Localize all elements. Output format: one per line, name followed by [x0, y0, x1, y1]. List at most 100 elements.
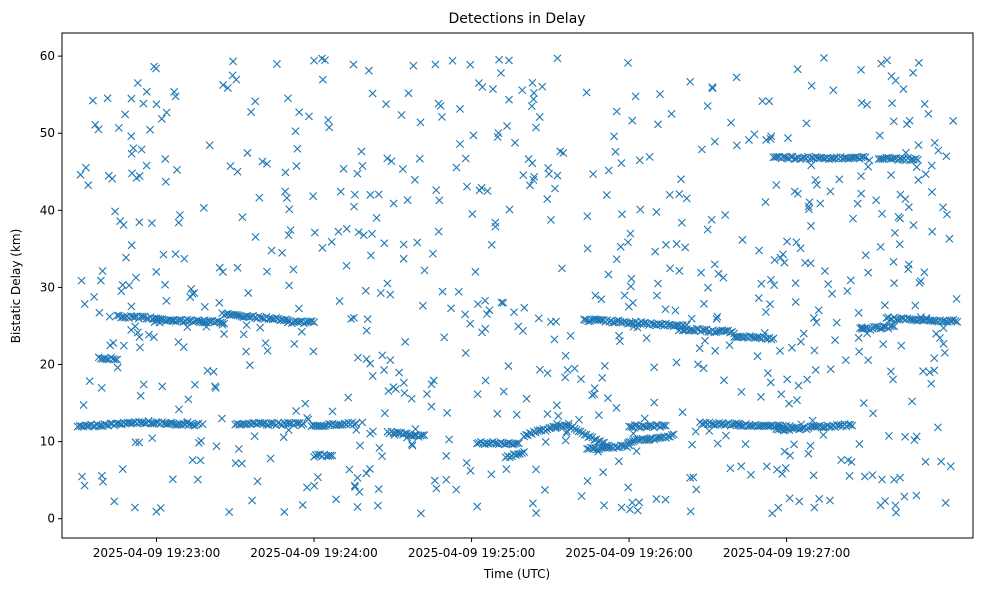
point-1341 [901, 148, 910, 157]
point-1292 [318, 243, 327, 252]
point-1231 [309, 347, 318, 356]
point-179 [505, 453, 514, 462]
point-978 [220, 319, 229, 328]
point-931 [278, 248, 287, 257]
point-774 [365, 464, 374, 473]
point-1453 [617, 503, 626, 512]
point-1216 [650, 363, 659, 372]
point-1295 [905, 116, 914, 125]
point-767 [849, 214, 858, 223]
point-1324 [127, 241, 136, 250]
point-214 [570, 424, 579, 433]
point-1321 [510, 308, 519, 317]
point-777 [466, 319, 475, 328]
point-1471 [183, 323, 192, 332]
point-746 [541, 437, 550, 446]
point-1002 [804, 449, 813, 458]
point-1264 [262, 267, 271, 276]
point-1190 [174, 218, 183, 227]
point-1370 [653, 279, 662, 288]
point-663 [953, 317, 962, 326]
point-1488 [829, 86, 838, 95]
point-1235 [471, 267, 480, 276]
point-735 [410, 175, 419, 184]
point-1210 [790, 187, 799, 196]
point-1100 [846, 276, 855, 285]
point-124 [352, 419, 361, 428]
point-1026 [930, 366, 939, 375]
point-1278 [553, 419, 562, 428]
point-888 [941, 498, 950, 507]
point-1163 [765, 97, 774, 106]
point-1195 [109, 339, 118, 348]
point-1315 [754, 294, 763, 303]
point-1282 [816, 199, 825, 208]
point-884 [229, 57, 238, 66]
point-1173 [131, 322, 140, 331]
y-tick-label-1: 10 [40, 435, 55, 449]
point-1062 [142, 87, 151, 96]
point-1480 [527, 102, 536, 111]
point-1385 [896, 214, 905, 223]
point-1412 [765, 300, 774, 309]
point-1058 [791, 279, 800, 288]
point-813 [713, 312, 722, 321]
point-673 [786, 152, 795, 161]
point-1174 [147, 219, 156, 228]
point-1223 [183, 418, 192, 427]
point-955 [726, 464, 735, 473]
point-829 [914, 58, 923, 67]
point-1346 [135, 218, 144, 227]
point-957 [282, 194, 291, 202]
point-1237 [349, 60, 358, 69]
point-902 [94, 125, 103, 134]
point-939 [737, 387, 746, 396]
point-1398 [590, 390, 599, 399]
point-185 [518, 449, 527, 458]
point-1440 [633, 323, 642, 332]
point-1392 [187, 284, 196, 293]
point-864 [78, 472, 87, 481]
point-1010 [84, 181, 93, 190]
point-1050 [284, 426, 293, 435]
point-1116 [292, 407, 301, 416]
point-752 [350, 202, 359, 211]
point-1287 [878, 209, 887, 218]
point-1053 [525, 181, 534, 190]
point-1410 [427, 380, 436, 389]
point-1338 [623, 238, 632, 247]
point-1079 [375, 443, 384, 452]
point-1361 [529, 88, 538, 97]
point-1339 [633, 506, 642, 515]
point-1212 [805, 198, 814, 207]
point-565 [688, 326, 697, 335]
point-1413 [880, 301, 889, 310]
point-115 [334, 420, 343, 429]
point-1124 [473, 300, 482, 309]
point-851 [211, 383, 220, 392]
point-764 [180, 254, 189, 263]
point-1458 [895, 240, 904, 249]
point-1309 [725, 341, 734, 350]
point-911 [190, 380, 199, 389]
point-948 [610, 132, 619, 141]
point-1051 [233, 263, 242, 272]
point-870 [448, 56, 457, 65]
point-749 [511, 138, 519, 147]
point-1036 [535, 365, 544, 374]
point-712 [861, 153, 870, 162]
point-1486 [135, 333, 144, 342]
point-1473 [819, 430, 828, 439]
point-1253 [409, 61, 418, 70]
point-297 [669, 430, 678, 439]
point-772 [437, 112, 446, 121]
point-1323 [170, 87, 179, 96]
point-1087 [245, 361, 254, 370]
point-1334 [845, 471, 854, 480]
point-1006 [505, 205, 514, 214]
point-710 [857, 153, 866, 162]
point-944 [766, 378, 775, 387]
point-765 [793, 65, 802, 74]
y-tick-label-4: 40 [40, 203, 55, 217]
point-1004 [878, 475, 886, 484]
